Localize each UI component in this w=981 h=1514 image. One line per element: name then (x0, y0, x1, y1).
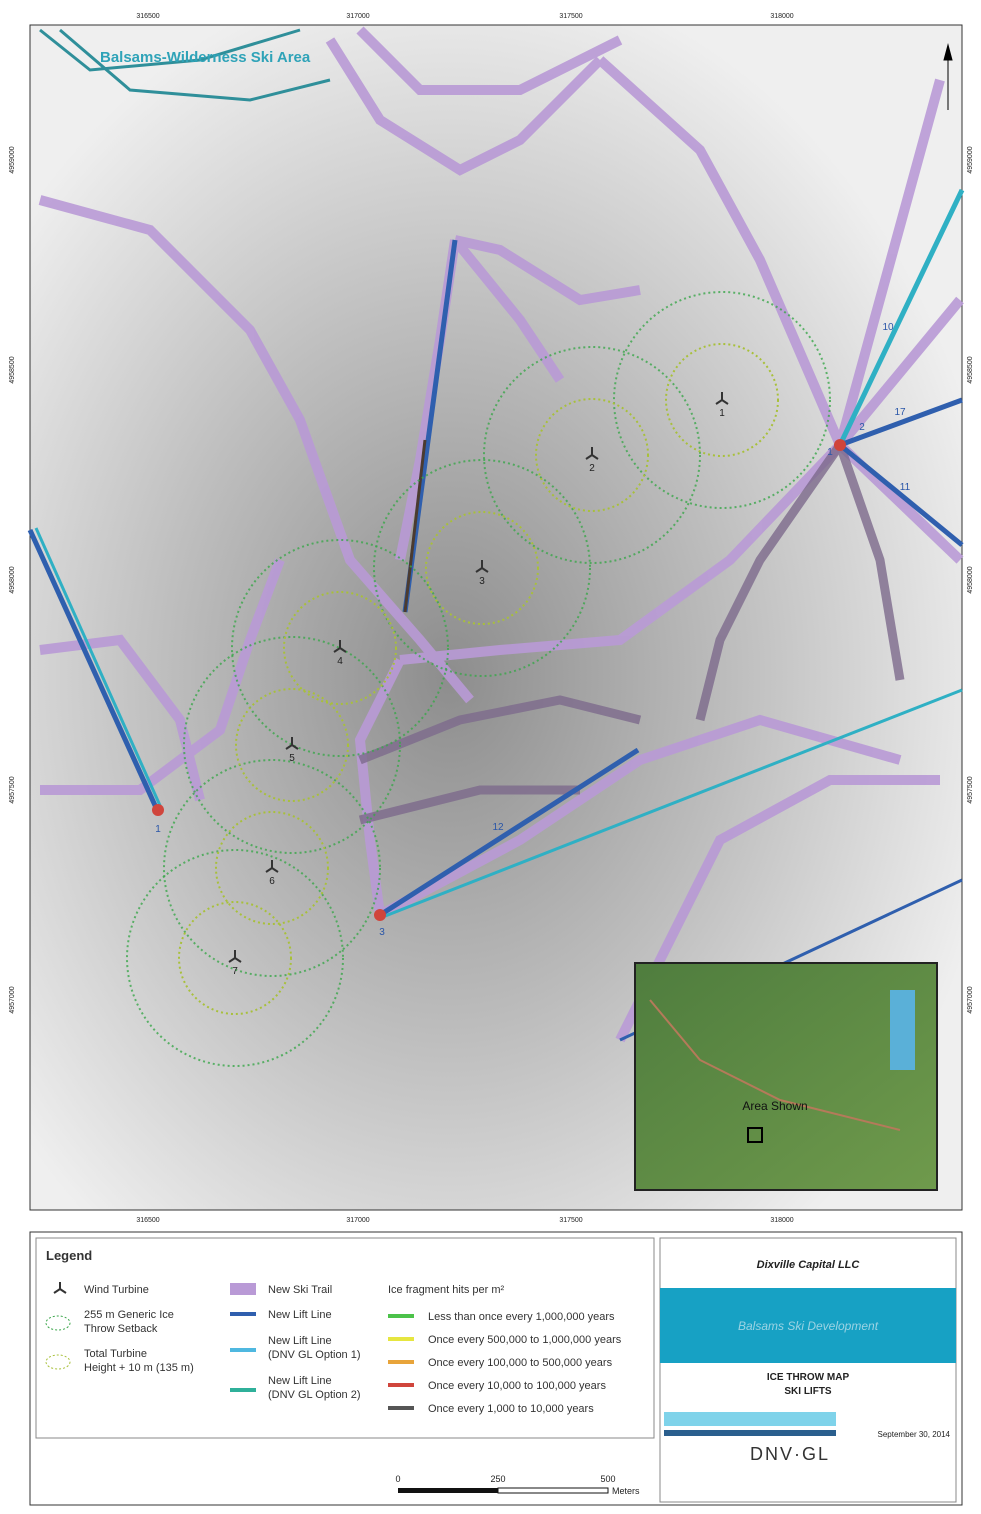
trail-symbol (230, 1283, 256, 1295)
lift-label: 12 (492, 822, 504, 833)
scale-label: 500 (600, 1474, 615, 1484)
turbine-label: 1 (719, 408, 725, 419)
lift-label: 2 (859, 422, 865, 433)
turbine-label: 5 (289, 753, 295, 764)
lift-label: 10 (882, 322, 894, 333)
lift-label: 17 (894, 407, 906, 418)
page: 1234567 Balsams-Wilderness Ski Area Area… (0, 0, 981, 1509)
legend-subtitle: Ice fragment hits per m² (388, 1284, 504, 1296)
x-tick-label: 318000 (770, 13, 793, 20)
lift-label: 1 (827, 447, 833, 458)
x-tick-label: 318000 (770, 1217, 793, 1224)
legend-text: New Lift Line (268, 1309, 332, 1321)
turbine-label: 6 (269, 876, 275, 887)
x-tick-label: 317000 (346, 1217, 369, 1224)
ice-class: Less than once every 1,000,000 years (428, 1311, 615, 1323)
logo-bar (664, 1412, 836, 1426)
y-tick-label: 4957000 (967, 986, 974, 1013)
turbine-label: 3 (479, 576, 485, 587)
y-tick-label: 4959000 (967, 146, 974, 173)
legend-text: New Ski Trail (268, 1284, 332, 1296)
y-tick-label: 4957500 (9, 776, 16, 803)
scale-label: 250 (490, 1474, 505, 1484)
x-tick-label: 317500 (559, 13, 582, 20)
scale-label: 0 (395, 1474, 400, 1484)
hit-zone (152, 804, 164, 816)
inset-map: Area Shown (635, 963, 937, 1190)
y-tick-label: 4957000 (9, 986, 16, 1013)
hit-zone (374, 909, 386, 921)
ice-class: Once every 10,000 to 100,000 years (428, 1380, 606, 1392)
lake (890, 990, 915, 1070)
x-tick-label: 316500 (136, 13, 159, 20)
scale-unit: Meters (612, 1486, 640, 1496)
x-tick-label: 317000 (346, 13, 369, 20)
y-tick-label: 4958000 (9, 566, 16, 593)
turbine-label: 7 (232, 966, 238, 977)
project: Balsams Ski Development (738, 1319, 879, 1333)
area-label: Balsams-Wilderness Ski Area (100, 49, 311, 66)
scale-segment (498, 1488, 608, 1493)
y-tick-label: 4958000 (967, 566, 974, 593)
x-tick-label: 317500 (559, 1217, 582, 1224)
map-sheet: 1234567 Balsams-Wilderness Ski Area Area… (0, 0, 981, 1509)
date: September 30, 2014 (878, 1430, 951, 1439)
lift-label: 11 (900, 482, 911, 493)
y-tick-label: 4958500 (9, 356, 16, 383)
ice-class: Once every 100,000 to 500,000 years (428, 1357, 613, 1369)
turbine-label: 4 (337, 656, 343, 667)
ice-class: Once every 1,000 to 10,000 years (428, 1403, 594, 1415)
logo: DNV·GL (750, 1444, 830, 1464)
scale-segment (398, 1488, 498, 1493)
lift-label: 1 (155, 824, 161, 835)
hit-zone (834, 439, 846, 451)
ice-class: Once every 500,000 to 1,000,000 years (428, 1334, 622, 1346)
legend-title: Legend (46, 1248, 92, 1263)
legend-text: Wind Turbine (84, 1284, 149, 1296)
turbine-label: 2 (589, 463, 595, 474)
client: Dixville Capital LLC (757, 1259, 861, 1271)
logo-bar (664, 1430, 836, 1436)
lift-label: 3 (379, 927, 385, 938)
x-tick-label: 316500 (136, 1217, 159, 1224)
inset-label: Area Shown (742, 1099, 807, 1113)
y-tick-label: 4957500 (967, 776, 974, 803)
y-tick-label: 4959000 (9, 146, 16, 173)
y-tick-label: 4958500 (967, 356, 974, 383)
